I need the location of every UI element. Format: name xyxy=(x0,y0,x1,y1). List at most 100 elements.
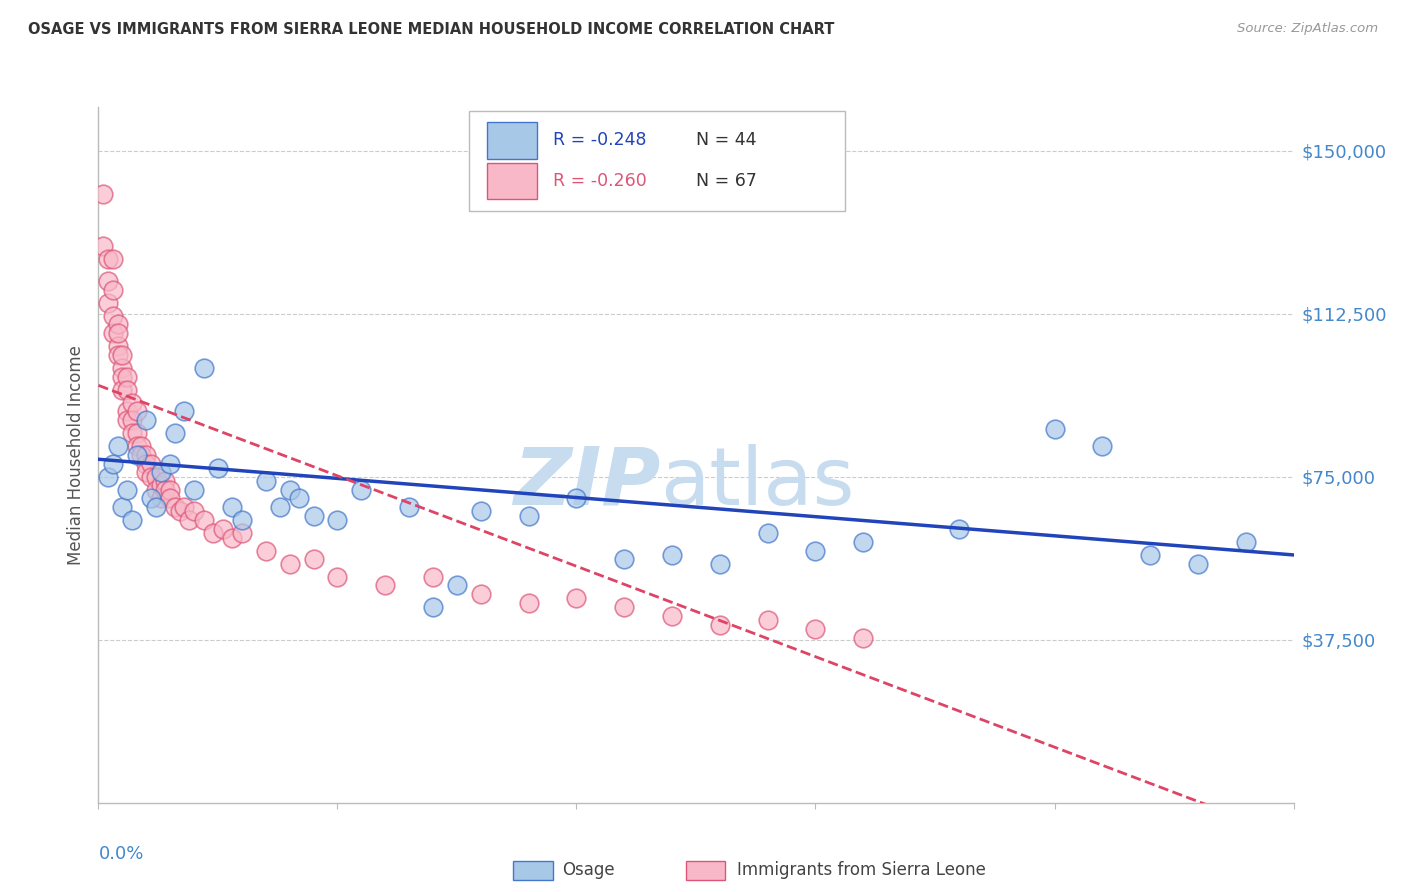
Point xyxy=(948,522,970,536)
Point xyxy=(97,274,120,288)
Point xyxy=(231,526,253,541)
Point xyxy=(804,622,827,636)
Point xyxy=(163,500,186,514)
Point xyxy=(155,483,177,497)
Point xyxy=(1139,548,1161,562)
Point xyxy=(135,448,157,462)
Point xyxy=(115,404,138,418)
Point xyxy=(422,570,444,584)
Point xyxy=(288,491,311,506)
Point xyxy=(159,457,181,471)
Point xyxy=(221,531,243,545)
Point xyxy=(107,326,129,341)
Point xyxy=(139,457,162,471)
Text: N = 44: N = 44 xyxy=(696,131,756,150)
Point xyxy=(661,548,683,562)
Point xyxy=(179,513,201,527)
Point xyxy=(163,426,186,441)
Point xyxy=(139,491,162,506)
Point xyxy=(852,631,875,645)
Y-axis label: Median Household Income: Median Household Income xyxy=(66,345,84,565)
Point xyxy=(145,500,167,514)
Point xyxy=(709,617,731,632)
Text: N = 67: N = 67 xyxy=(696,172,756,190)
Point xyxy=(145,483,167,497)
Point xyxy=(202,526,225,541)
Point xyxy=(125,448,148,462)
Point xyxy=(193,361,215,376)
Text: Source: ZipAtlas.com: Source: ZipAtlas.com xyxy=(1237,22,1378,36)
Point xyxy=(159,483,181,497)
Point xyxy=(111,383,134,397)
Point xyxy=(101,457,124,471)
Point xyxy=(115,483,138,497)
Point xyxy=(852,535,875,549)
Point xyxy=(254,474,277,488)
Point xyxy=(91,187,114,202)
Point xyxy=(756,526,779,541)
Point xyxy=(107,339,129,353)
Point xyxy=(565,591,588,606)
Point xyxy=(101,326,124,341)
Point xyxy=(183,483,205,497)
Point xyxy=(107,318,129,332)
Point xyxy=(135,457,157,471)
Point xyxy=(1043,422,1066,436)
Point xyxy=(139,469,162,483)
Point xyxy=(1091,439,1114,453)
Point xyxy=(149,491,172,506)
Point xyxy=(111,500,134,514)
Point xyxy=(207,461,229,475)
Point xyxy=(97,295,120,310)
Point xyxy=(173,404,195,418)
FancyBboxPatch shape xyxy=(486,162,537,199)
Point xyxy=(613,600,636,615)
Point xyxy=(193,513,215,527)
Point xyxy=(302,508,325,523)
Point xyxy=(101,283,124,297)
Point xyxy=(1187,557,1209,571)
Text: ZIP: ZIP xyxy=(513,443,661,522)
Point xyxy=(1234,535,1257,549)
Point xyxy=(326,513,349,527)
Point xyxy=(517,596,540,610)
Text: Osage: Osage xyxy=(562,861,614,879)
Text: OSAGE VS IMMIGRANTS FROM SIERRA LEONE MEDIAN HOUSEHOLD INCOME CORRELATION CHART: OSAGE VS IMMIGRANTS FROM SIERRA LEONE ME… xyxy=(28,22,835,37)
Point xyxy=(135,413,157,427)
Point xyxy=(211,522,233,536)
Point xyxy=(422,600,444,615)
Point xyxy=(155,474,177,488)
Text: R = -0.248: R = -0.248 xyxy=(553,131,647,150)
Point xyxy=(149,478,172,492)
Point xyxy=(125,404,148,418)
Point xyxy=(115,413,138,427)
Point xyxy=(115,369,138,384)
Text: R = -0.260: R = -0.260 xyxy=(553,172,647,190)
Point xyxy=(173,500,195,514)
Point xyxy=(107,439,129,453)
Point xyxy=(326,570,349,584)
Point xyxy=(121,413,143,427)
Point xyxy=(517,508,540,523)
Point xyxy=(470,587,492,601)
Point xyxy=(101,309,124,323)
Point xyxy=(145,469,167,483)
Point xyxy=(169,504,191,518)
FancyBboxPatch shape xyxy=(470,111,845,211)
Point xyxy=(374,578,396,592)
Point xyxy=(709,557,731,571)
Point xyxy=(278,557,301,571)
Point xyxy=(97,252,120,267)
Point xyxy=(159,491,181,506)
Point xyxy=(111,361,134,376)
Point xyxy=(135,466,157,480)
Point xyxy=(111,369,134,384)
Point xyxy=(107,348,129,362)
Point xyxy=(131,448,153,462)
Point xyxy=(149,466,172,480)
Point xyxy=(470,504,492,518)
Point xyxy=(101,252,124,267)
Point xyxy=(131,439,153,453)
Point xyxy=(121,513,143,527)
Point xyxy=(221,500,243,514)
